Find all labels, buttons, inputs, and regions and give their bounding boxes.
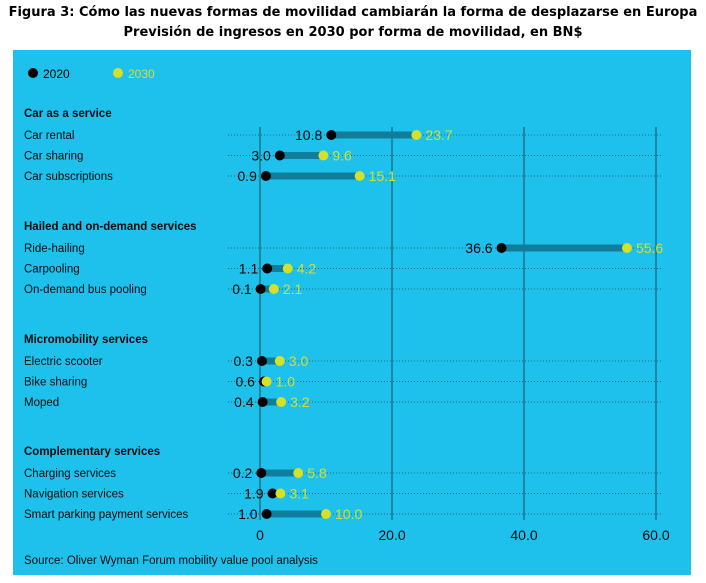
source-note: Source: Oliver Wyman Forum mobility valu… [24,555,318,567]
value-label-2030: 55.6 [636,240,663,256]
value-label-2030: 9.6 [332,148,352,164]
group-header: Complementary services [24,446,160,458]
marker-2020 [260,171,271,181]
figure-title: Figura 3: Cómo las nuevas formas de movi… [0,3,706,43]
value-label-2020: 0.2 [233,465,253,481]
x-tick-label: 60.0 [642,527,669,543]
chart-panel: 2020 2030 Car as a service Hailed and on-de… [13,50,691,575]
dumbbell-chart: 2020 2030 Car as a service Hailed and on-de… [24,67,670,567]
marker-2030 [318,150,329,161]
row-label: Car rental [24,130,75,142]
value-label-2030: 3.2 [290,394,310,410]
marker-2020 [262,263,273,274]
value-label-2020: 10.8 [295,127,322,143]
marker-2020 [256,468,267,478]
marker-2020 [256,356,267,366]
legend-label-2020: 2020 [43,67,70,81]
group-header: Micromobility services [24,334,148,346]
value-label-2020: 0.9 [237,168,257,184]
legend-marker-2020 [28,68,38,78]
legend-label-2030: 2030 [128,67,155,81]
marker-2030 [261,376,272,387]
value-label-2020: 1.1 [239,261,259,277]
marker-2030 [293,468,304,478]
value-label-2030: 5.8 [307,465,327,481]
marker-2030 [354,171,365,181]
marker-2020 [267,488,278,499]
marker-2030 [282,263,293,274]
value-label-2030: 3.0 [289,353,309,369]
legend-marker-2030 [113,68,123,78]
marker-2030 [268,284,279,294]
row-label: Moped [24,397,59,409]
marker-2030 [275,488,286,499]
marker-2030 [321,509,331,519]
value-label-2020: 0.3 [234,353,254,369]
row-label: On-demand bus pooling [24,284,147,296]
row-label: Car subscriptions [24,171,113,183]
x-tick-label: 20.0 [378,527,405,543]
value-label-2020: 0.1 [232,281,252,297]
row-label: Ride-hailing [24,243,85,255]
row-label: Navigation services [24,489,124,501]
value-label-2030: 23.7 [425,127,452,143]
row-label: Bike sharing [24,377,87,389]
marker-2020 [261,509,272,519]
value-label-2020: 0.6 [235,374,255,390]
value-label-2020: 1.9 [244,486,264,502]
row-label: Electric scooter [24,356,103,368]
row-label: Smart parking payment services [24,509,189,521]
marker-2020 [326,130,337,140]
value-label-2030: 4.2 [297,261,317,277]
row-label: Charging services [24,468,116,480]
value-label-2030: 3.1 [289,486,309,502]
marker-2030 [274,356,285,366]
value-label-2030: 1.0 [276,374,296,390]
group-header: Hailed and on-demand services [24,221,197,233]
marker-2030 [276,397,287,407]
group-header: Car as a service [24,108,112,120]
marker-2030 [411,130,422,140]
value-label-2020: 36.6 [465,240,492,256]
marker-2030 [621,243,632,253]
row-label: Car sharing [24,151,83,163]
figure-title-line1: Figura 3: Cómo las nuevas formas de movi… [8,5,698,20]
figure-title-line2: Previsión de ingresos en 2030 por forma … [123,25,583,40]
row-label: Carpooling [24,264,80,276]
value-label-2030: 2.1 [283,281,303,297]
value-label-2030: 10.0 [335,506,362,522]
marker-2020 [257,397,268,407]
value-label-2030: 15.1 [369,168,396,184]
x-tick-label: 40.0 [510,527,537,543]
value-label-2020: 0.4 [234,394,254,410]
value-label-2020: 3.0 [251,148,271,164]
marker-2020 [255,284,266,294]
x-tick-label: 0 [256,527,264,543]
marker-2020 [274,150,285,161]
value-label-2020: 1.0 [238,506,258,522]
marker-2020 [496,243,507,253]
